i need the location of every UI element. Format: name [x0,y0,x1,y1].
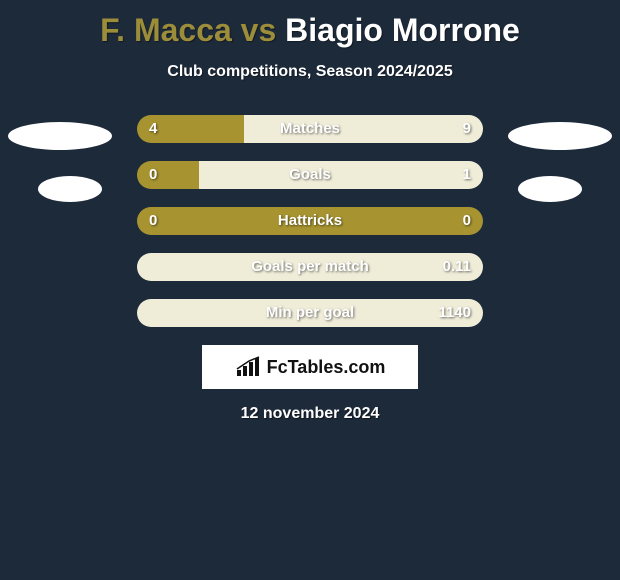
stat-row: 0.11Goals per match [0,253,620,281]
logo-text: FcTables.com [267,357,386,378]
stat-bar: 00Hattricks [137,207,483,235]
date-label: 12 november 2024 [0,405,620,423]
stat-label: Hattricks [137,207,483,235]
title-vs: vs [241,12,277,48]
title-player2: Biagio Morrone [285,12,520,48]
ellipse-decoration [8,122,112,150]
stat-row: 1140Min per goal [0,299,620,327]
ellipse-decoration [508,122,612,150]
stat-row: 00Hattricks [0,207,620,235]
stat-bar: 01Goals [137,161,483,189]
ellipse-decoration [518,176,582,202]
chart-icon [235,356,261,378]
ellipse-decoration [38,176,102,202]
stat-label: Goals [137,161,483,189]
title-player1: F. Macca [100,12,232,48]
stat-label: Matches [137,115,483,143]
stat-bar: 1140Min per goal [137,299,483,327]
page-title: F. Macca vs Biagio Morrone [0,0,620,49]
subtitle: Club competitions, Season 2024/2025 [0,63,620,81]
stat-bar: 0.11Goals per match [137,253,483,281]
stat-label: Min per goal [137,299,483,327]
stat-label: Goals per match [137,253,483,281]
logo-box: FcTables.com [202,345,418,389]
stat-bar: 49Matches [137,115,483,143]
